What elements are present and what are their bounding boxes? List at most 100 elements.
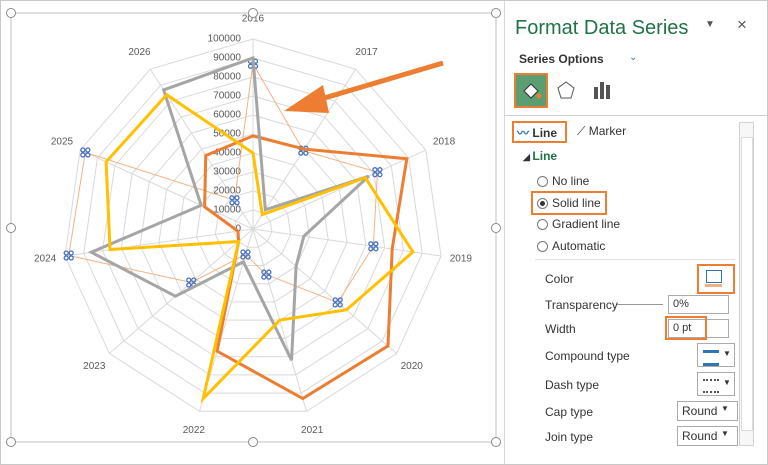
marker-dot: [80, 147, 86, 153]
marker-dot: [266, 274, 272, 280]
spoke: [109, 228, 254, 354]
separator: [505, 115, 767, 116]
slider[interactable]: [617, 304, 663, 305]
marker-dot: [303, 150, 309, 156]
marker-dot: [377, 167, 383, 173]
selection-marker: [80, 147, 91, 158]
property-label: Transparency: [545, 298, 618, 312]
marker-dot: [63, 255, 69, 261]
marker-dot: [245, 249, 251, 255]
category-label: 2025: [51, 136, 74, 147]
dropdown-arrow: ▼: [723, 349, 731, 358]
marker-dot: [80, 152, 86, 158]
marker-dot: [368, 246, 374, 252]
dropdown-arrow: ▼: [721, 429, 729, 438]
text-input[interactable]: 0 pt: [668, 319, 729, 338]
r-tick-label: 30000: [213, 167, 241, 178]
marker-tab[interactable]: ⟋ Marker: [577, 124, 627, 138]
marker-dot: [63, 250, 69, 256]
scroll-thumb[interactable]: [741, 137, 753, 431]
close-button[interactable]: ×: [737, 15, 747, 34]
r-tick-label: 10000: [213, 205, 241, 216]
grid-ring: [83, 57, 423, 394]
marker-dot: [332, 297, 338, 303]
marker-dot: [186, 282, 192, 288]
category-label: 2022: [183, 425, 206, 436]
r-tick-label: 80000: [213, 72, 241, 83]
line-style-icon: [703, 350, 719, 366]
series-options-arrow: ⌄: [629, 52, 638, 63]
grid-ring: [233, 209, 273, 248]
radio-button[interactable]: [537, 197, 548, 209]
pane-title: Format Data Series: [515, 17, 689, 39]
marker-dot: [85, 152, 91, 158]
resize-handle: [6, 223, 16, 233]
radio-label[interactable]: Automatic: [552, 238, 606, 253]
resize-handle: [6, 437, 16, 447]
radio-button[interactable]: [537, 176, 548, 187]
marker-dot: [337, 297, 343, 303]
dropdown[interactable]: Round: [677, 401, 738, 421]
marker-dot: [373, 246, 379, 252]
r-tick-label: 20000: [213, 186, 241, 197]
separator: [535, 259, 735, 260]
marker-dot: [266, 269, 272, 275]
marker-dot: [337, 302, 343, 308]
arrow: [320, 60, 444, 102]
section-header[interactable]: ◢ Line: [523, 149, 558, 163]
series-options[interactable]: Series Options: [519, 52, 604, 66]
marker-dot: [85, 147, 91, 153]
highlight: [665, 316, 707, 340]
line-style-icon: [703, 379, 719, 393]
property-label: Dash type: [545, 378, 600, 392]
bucket-icon: [523, 83, 542, 99]
marker-dot: [373, 241, 379, 247]
color-button[interactable]: [697, 264, 735, 294]
marker-dot: [247, 63, 254, 69]
property-label: Compound type: [545, 349, 630, 363]
spoke: [252, 228, 397, 354]
pane-menu[interactable]: ▼: [705, 19, 715, 30]
r-tick-label: 100000: [208, 34, 242, 45]
category-label: 2024: [34, 254, 57, 265]
series-line: [68, 62, 378, 304]
marker-dot: [229, 195, 235, 201]
effects-tab[interactable]: [555, 79, 577, 101]
marker-dot: [368, 241, 374, 247]
category-label: 2017: [355, 47, 378, 58]
options-tab[interactable]: [591, 79, 613, 101]
dropdown[interactable]: ▼: [697, 372, 735, 396]
selection-marker: [372, 167, 383, 178]
radio-label[interactable]: Gradient line: [552, 217, 621, 231]
radio-label[interactable]: No line: [552, 174, 590, 188]
scrollbar[interactable]: [739, 122, 754, 446]
marker-dot: [332, 302, 338, 308]
r-tick-label: 90000: [213, 53, 241, 64]
text-input[interactable]: 0%: [668, 295, 729, 314]
dropdown[interactable]: ▼: [697, 343, 735, 367]
fill-line-tab[interactable]: [514, 73, 548, 108]
grid-ring: [120, 95, 386, 358]
radio-button[interactable]: [537, 240, 548, 252]
section-title: Line: [532, 149, 558, 163]
marker-dot: [240, 249, 246, 255]
radio-label[interactable]: Solid line: [552, 195, 601, 210]
arrow-head: [284, 85, 329, 113]
category-label: 2019: [450, 254, 473, 265]
marker-dot: [234, 200, 240, 206]
spoke: [252, 228, 442, 257]
selection-marker: [332, 297, 343, 308]
r-tick-label: 60000: [213, 110, 241, 121]
marker-dot: [68, 255, 74, 261]
property-label: Width: [545, 322, 576, 336]
property-label: Color: [545, 272, 574, 286]
dropdown[interactable]: Round: [677, 426, 738, 446]
r-tick-label: 0: [235, 224, 241, 235]
marker-dot: [245, 254, 251, 260]
radio-button[interactable]: [537, 219, 548, 230]
series-line: [203, 134, 409, 401]
line-tab[interactable]: 〰 Line: [517, 126, 558, 140]
selection-marker: [368, 241, 379, 252]
property-label: Join type: [545, 430, 594, 444]
format-pane: Format Data Series ▼ × Series Options ⌄ …: [504, 1, 767, 464]
